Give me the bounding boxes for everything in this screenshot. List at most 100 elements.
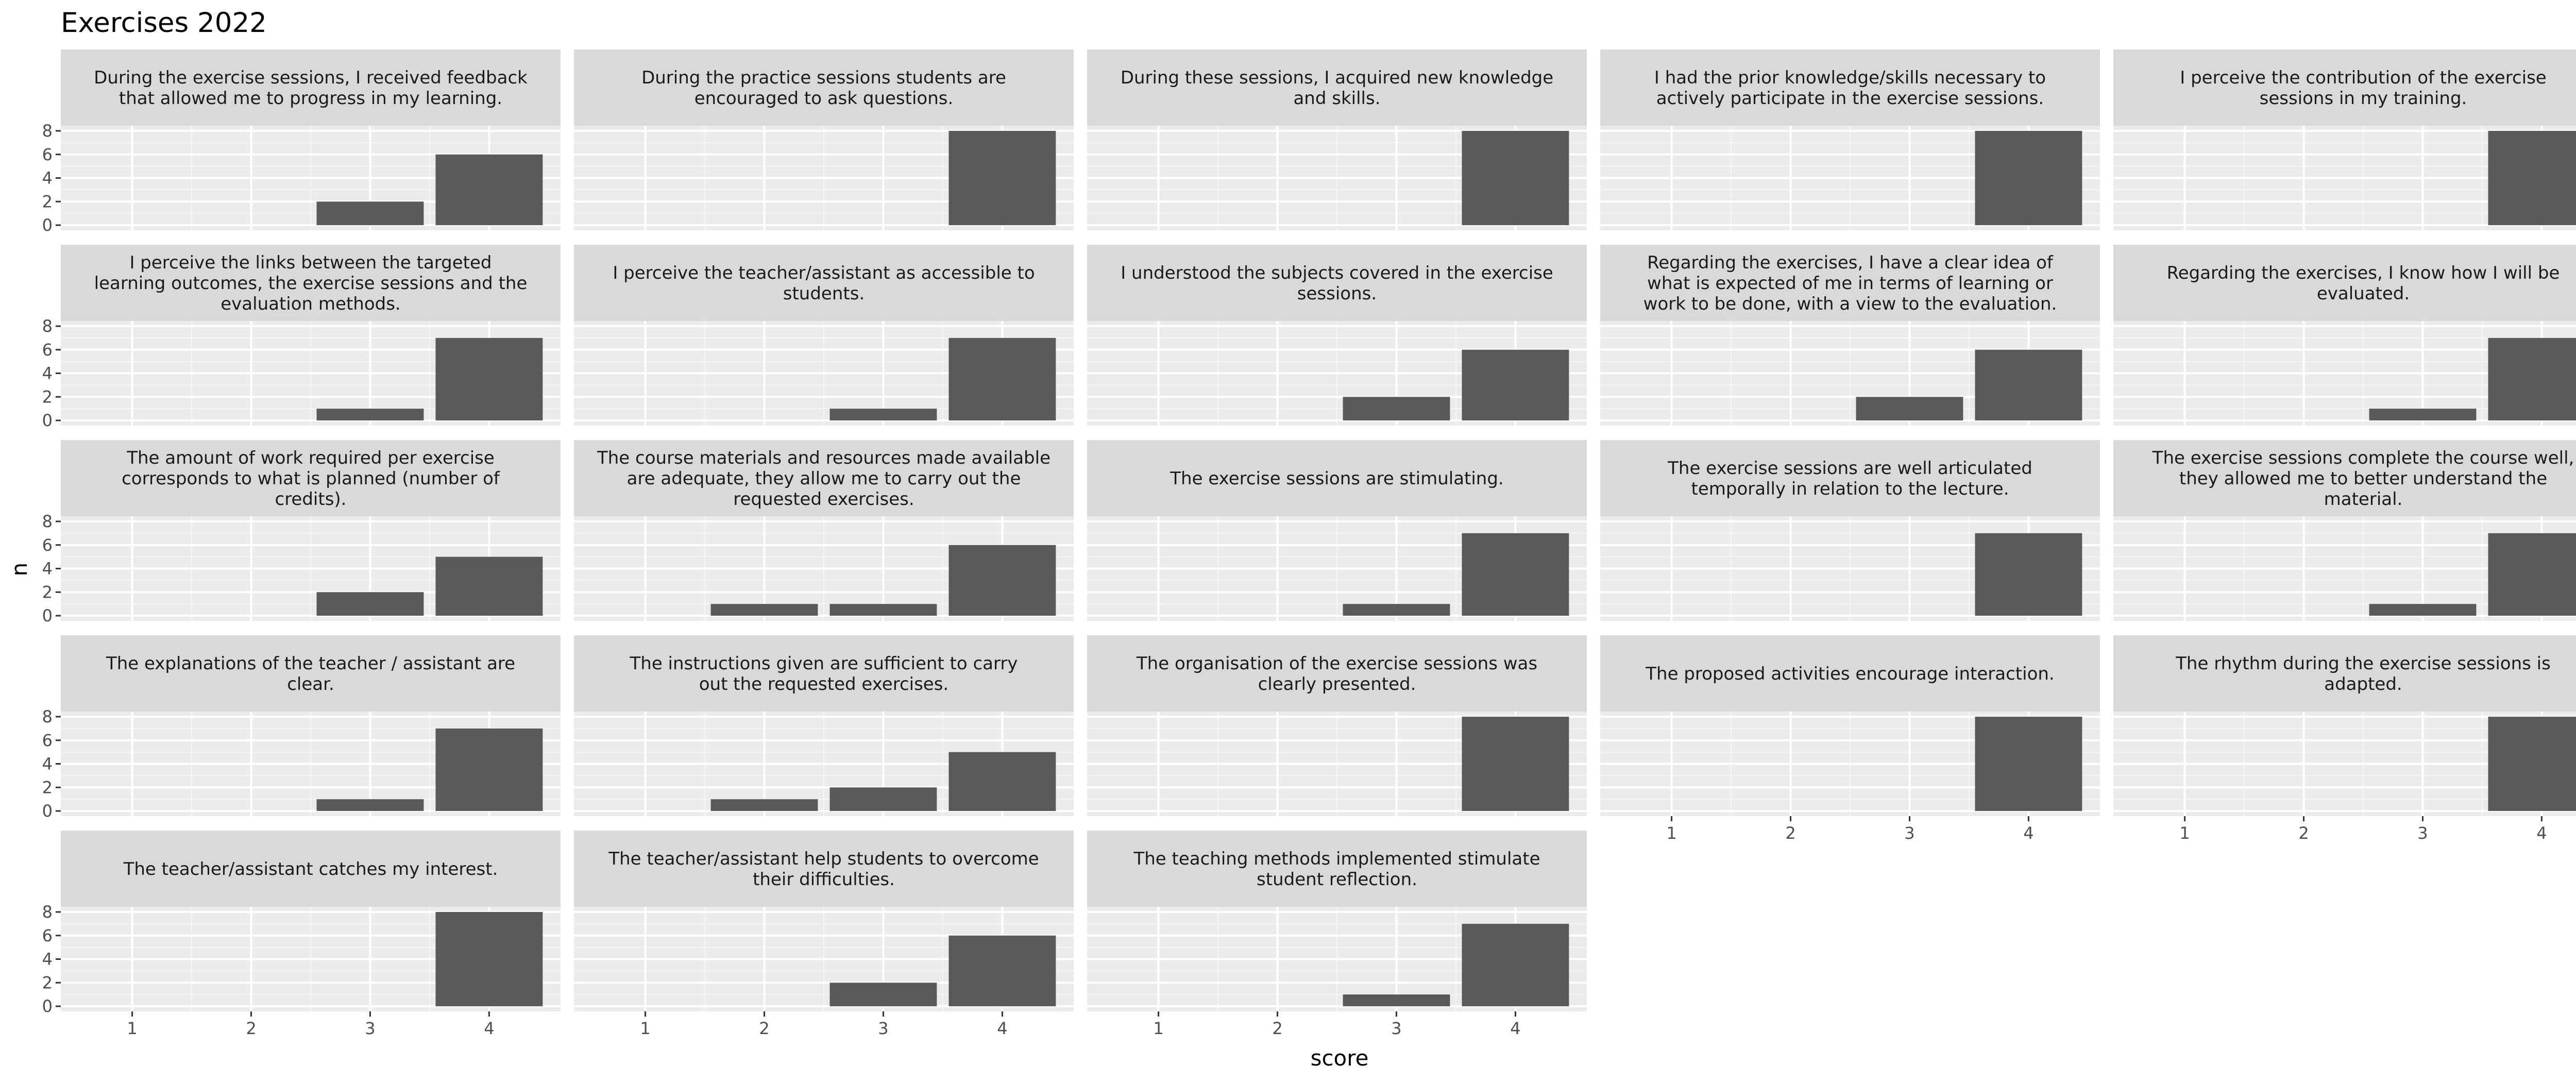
x-tick-label: 1	[640, 1019, 650, 1038]
facet-title-line: are adequate, they allow me to carry out…	[627, 468, 1021, 489]
facet-strip	[61, 635, 561, 712]
y-tick-label: 2	[42, 192, 53, 211]
x-tick-label: 2	[759, 1019, 769, 1038]
y-tick-label: 4	[42, 754, 53, 774]
bar	[435, 728, 543, 811]
facet-title-line: work to be done, with a view to the eval…	[1643, 294, 2057, 314]
x-tick-label: 3	[1904, 823, 1914, 843]
x-tick-label: 2	[1785, 823, 1795, 843]
facet-title-line: students.	[783, 283, 865, 304]
facet-title-line: The proposed activities encourage intera…	[1645, 664, 2054, 684]
bar	[948, 131, 1056, 225]
bar	[2369, 409, 2477, 420]
bar	[948, 752, 1056, 811]
x-tick-label: 4	[2023, 823, 2033, 843]
facet-panel: The teacher/assistant catches my interes…	[42, 831, 561, 1038]
bar	[948, 935, 1056, 1006]
facet-title-line: The exercise sessions are well articulat…	[1667, 458, 2032, 479]
facet-title-line: Regarding the exercises, I know how I wi…	[2167, 263, 2560, 283]
facet-strip	[1600, 635, 2100, 712]
facet-title-line: encouraged to ask questions.	[694, 88, 954, 109]
y-tick-label: 8	[42, 707, 53, 726]
facet-panel: Regarding the exercises, I know how I wi…	[2113, 245, 2576, 426]
facet-title-line: The teacher/assistant help students to o…	[608, 849, 1039, 869]
facet-title-line: sessions.	[1297, 283, 1377, 304]
y-tick-label: 0	[42, 411, 53, 430]
y-tick-label: 4	[42, 364, 53, 383]
facet-strip	[574, 831, 1074, 907]
facet-strip	[1600, 245, 2100, 321]
facet-title-line: requested exercises.	[733, 489, 914, 510]
bar	[948, 337, 1056, 420]
x-axis-title: score	[1311, 1045, 1369, 1071]
y-axis-title: n	[7, 563, 32, 577]
facet-panel: During the exercise sessions, I received…	[42, 49, 561, 235]
facet-title-line: I had the prior knowledge/skills necessa…	[1654, 67, 2046, 88]
bar	[435, 556, 543, 616]
y-tick-label: 0	[42, 801, 53, 821]
bar	[316, 201, 424, 225]
facet-panel: The amount of work required per exercise…	[42, 440, 561, 625]
x-tick-label: 4	[997, 1019, 1007, 1038]
bar	[1462, 923, 1569, 1006]
x-tick-label: 4	[1510, 1019, 1520, 1038]
y-tick-label: 6	[42, 731, 53, 750]
bar	[1856, 397, 1963, 420]
x-tick-label: 3	[2417, 823, 2428, 843]
facet-strip	[1087, 245, 1587, 321]
facet-title-line: out the requested exercises.	[699, 674, 948, 695]
facet-strip	[2113, 245, 2576, 321]
y-tick-label: 2	[42, 387, 53, 407]
facet-title-line: I understood the subjects covered in the…	[1121, 263, 1553, 283]
facet-panel: During these sessions, I acquired new kn…	[1087, 49, 1587, 230]
y-tick-label: 6	[42, 926, 53, 945]
facet-title-line: material.	[2324, 489, 2403, 510]
facet-strip	[2113, 440, 2576, 516]
facet-title-line: they allowed me to better understand the	[2179, 468, 2547, 489]
facet-panel: The exercise sessions complete the cours…	[2113, 440, 2576, 621]
bar	[829, 983, 937, 1006]
facet-title-line: During the practice sessions students ar…	[641, 67, 1006, 88]
bar	[1462, 131, 1569, 225]
facet-panel: The organisation of the exercise session…	[1087, 635, 1587, 816]
facet-title-line: The explanations of the teacher / assist…	[106, 653, 515, 674]
facet-strip	[1087, 49, 1587, 126]
facet-title-line: I perceive the contribution of the exerc…	[2180, 67, 2546, 88]
facet-strip	[574, 245, 1074, 321]
facet-title-line: The exercise sessions are stimulating.	[1170, 468, 1504, 489]
bar	[2488, 717, 2576, 811]
facet-strip	[1087, 831, 1587, 907]
facet-strip	[61, 440, 561, 516]
bar	[435, 337, 543, 420]
facet-panel: The exercise sessions are well articulat…	[1600, 440, 2100, 621]
bar	[1343, 994, 1450, 1006]
x-tick-label: 1	[1153, 1019, 1163, 1038]
bar	[316, 409, 424, 420]
facet-title-line: and skills.	[1293, 88, 1380, 109]
facet-panel: The teaching methods implemented stimula…	[1087, 831, 1587, 1038]
facet-strip	[1600, 440, 2100, 516]
bar	[1343, 604, 1450, 616]
x-tick-label: 3	[365, 1019, 375, 1038]
x-tick-label: 1	[127, 1019, 137, 1038]
bar	[829, 787, 937, 811]
facet-strip	[574, 440, 1074, 516]
facet-title-line: The exercise sessions complete the cours…	[2152, 448, 2574, 468]
facet-title-line: The amount of work required per exercise	[126, 448, 495, 468]
facet-title-line: corresponds to what is planned (number o…	[122, 468, 500, 489]
y-tick-label: 0	[42, 996, 53, 1016]
y-tick-label: 8	[42, 902, 53, 922]
facet-panel: The rhythm during the exercise sessions …	[2113, 635, 2576, 843]
facet-strip	[61, 245, 561, 321]
facet-title-line: The teaching methods implemented stimula…	[1133, 849, 1540, 869]
facet-panel: I perceive the links between the targete…	[42, 245, 561, 430]
bar	[948, 545, 1056, 616]
bar	[1462, 533, 1569, 616]
facet-title-line: During these sessions, I acquired new kn…	[1121, 67, 1553, 88]
facet-panel: I perceive the contribution of the exerc…	[2113, 49, 2576, 230]
facet-title-line: The rhythm during the exercise sessions …	[2175, 653, 2551, 674]
y-tick-label: 8	[42, 316, 53, 336]
facet-title-line: The course materials and resources made …	[597, 448, 1050, 468]
bar	[2488, 337, 2576, 420]
y-tick-label: 4	[42, 559, 53, 579]
